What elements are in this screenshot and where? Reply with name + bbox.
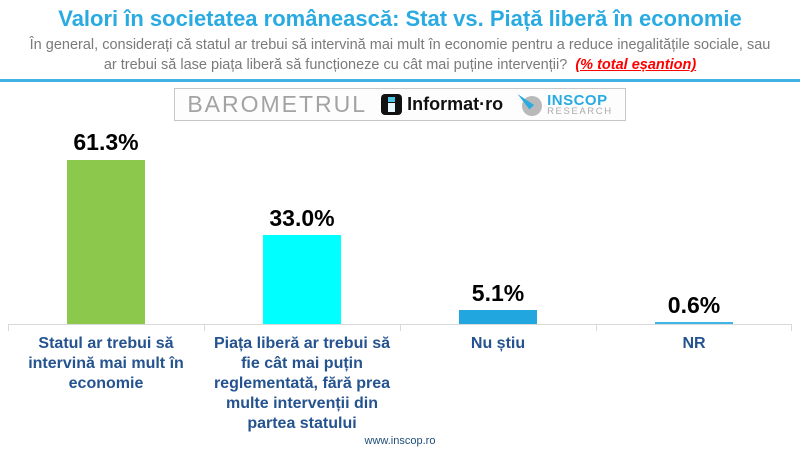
category-labels: Statul ar trebui să intervină mai mult î… xyxy=(8,334,792,434)
bar-column-piata: 33.0% xyxy=(204,129,400,325)
category-label-nr: NR xyxy=(682,335,706,353)
informat-icon xyxy=(381,94,403,116)
bar-column-nr: 0.6% xyxy=(596,129,792,325)
survey-question: În general, considerați că statul ar tre… xyxy=(29,35,771,75)
inscop-logo: INSCOP RESEARCH xyxy=(517,93,613,117)
category-label-nu-stiu: Nu știu xyxy=(470,335,526,353)
survey-question-text: În general, considerați că statul ar tre… xyxy=(29,37,771,74)
logo-strip: BAROMETRUL Informat·ro INSCOP RESEARCH xyxy=(174,88,626,122)
inscop-name: INSCOP xyxy=(547,92,608,110)
category-label-piata: Piața liberă ar trebui să fie cât mai pu… xyxy=(213,335,391,433)
inscop-logo-text: INSCOP RESEARCH xyxy=(547,93,613,117)
axis-tick xyxy=(8,324,9,332)
sample-note: (% total eșantion) xyxy=(575,57,697,74)
axis-tick xyxy=(596,324,597,332)
bar-piata xyxy=(263,235,341,325)
axis-tick xyxy=(791,324,792,332)
informat-logo: Informat·ro xyxy=(381,94,504,116)
bar-column-nu-stiu: 5.1% xyxy=(400,129,596,325)
value-label: 5.1% xyxy=(471,279,525,306)
bar-stat xyxy=(67,159,145,325)
source-url: www.inscop.ro xyxy=(364,435,436,447)
axis-tick xyxy=(204,324,205,332)
value-label: 61.3% xyxy=(73,129,139,156)
inscop-research: RESEARCH xyxy=(547,106,613,118)
axis-tick xyxy=(400,324,401,332)
informat-logo-text: Informat·ro xyxy=(407,94,504,115)
bar-chart: 61.3% 33.0% 5.1% 0.6% xyxy=(8,129,792,332)
bar-nu-stiu xyxy=(459,310,537,325)
value-label: 0.6% xyxy=(667,291,721,318)
value-label: 33.0% xyxy=(269,204,335,231)
bar-nr xyxy=(655,322,733,325)
bar-column-stat: 61.3% xyxy=(8,129,204,325)
page-title: Valori în societatea românească: Stat vs… xyxy=(58,6,742,31)
category-label-stat: Statul ar trebui să intervină mai mult î… xyxy=(28,335,184,393)
barometrul-logo: BAROMETRUL xyxy=(187,91,368,118)
inscop-compass-icon xyxy=(517,93,543,116)
divider-line xyxy=(0,79,800,83)
